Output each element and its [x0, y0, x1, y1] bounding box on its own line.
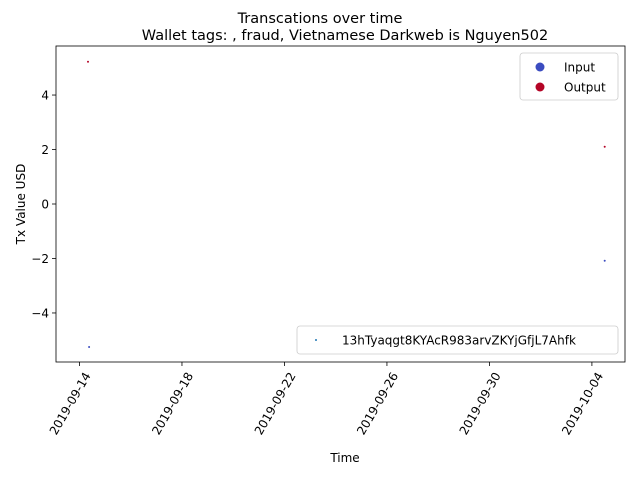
x-axis-label: Time: [329, 451, 359, 465]
legend-input-marker: [535, 62, 545, 72]
y-tick-label-1: −2: [31, 252, 49, 266]
legend-wallet: 13hTyaqgt8KYAcR983arvZKYjGfjL7Ahfk: [296, 325, 619, 355]
data-points: [87, 60, 606, 348]
y-tick-label-2: 0: [41, 197, 49, 211]
legend-output-label: Output: [564, 81, 606, 95]
legend-wallet-marker: [315, 339, 317, 341]
legend-wallet-label: 13hTyaqgt8KYAcR983arvZKYjGfjL7Ahfk: [342, 334, 576, 348]
y-tick-label-3: 2: [41, 143, 49, 157]
legend-direction: Input Output: [519, 52, 619, 101]
data-point-input-0: [88, 346, 91, 348]
y-tick-label-4: 4: [41, 88, 49, 102]
y-ticks: −4 −2 0 2 4: [31, 88, 56, 320]
legend-output-marker: [535, 82, 545, 92]
legend-wallet-frame: [296, 325, 619, 355]
legend-input-label: Input: [564, 61, 595, 75]
data-point-input-1: [603, 259, 606, 262]
chart-suptitle: Transcations over time: [237, 11, 403, 27]
y-tick-label-0: −4: [31, 306, 49, 320]
chart-title: Wallet tags: , fraud, Vietnamese Darkweb…: [142, 28, 548, 44]
legend-direction-frame: [519, 52, 619, 101]
y-axis-label: Tx Value USD: [14, 164, 28, 246]
data-point-output-1: [603, 145, 606, 148]
data-point-output-0: [87, 60, 89, 63]
